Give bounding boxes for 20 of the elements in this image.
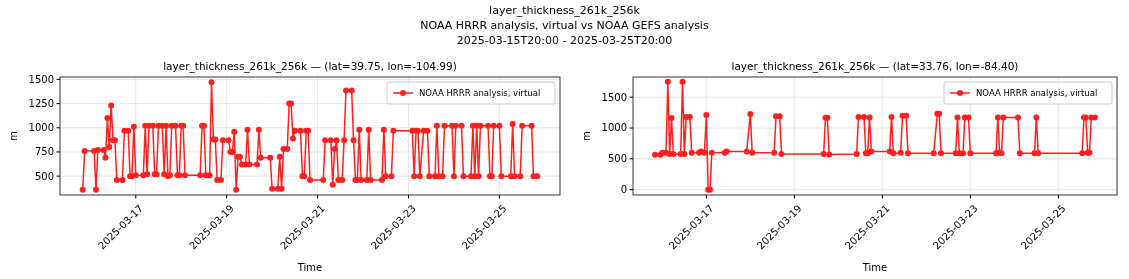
y-tick-label: 1500 bbox=[28, 73, 54, 85]
y-tick-label: 1000 bbox=[28, 122, 54, 134]
x-axis-title: Time bbox=[296, 262, 323, 273]
y-tick-label: 0 bbox=[620, 184, 627, 196]
text: NOAA HRRR analysis, virtual vs NOAA GEFS analysis bbox=[420, 19, 709, 32]
y-tick-label: 500 bbox=[34, 170, 54, 182]
y-tick-label: 1000 bbox=[601, 122, 627, 134]
x-axis-title: Time bbox=[861, 262, 888, 273]
legend-label: NOAA HRRR analysis, virtual bbox=[419, 87, 541, 98]
y-axis-title: m bbox=[581, 131, 592, 141]
chart-title: layer_thickness_261k_256k — (lat=39.75, lon=-104.99) bbox=[163, 60, 457, 73]
y-tick-label: 500 bbox=[607, 153, 627, 165]
y-tick-label: 1500 bbox=[601, 91, 627, 103]
legend-label: NOAA HRRR analysis, virtual bbox=[976, 87, 1098, 98]
text: 2025-03-15T20:00 - 2025-03-25T20:00 bbox=[456, 34, 673, 47]
y-tick-label: 750 bbox=[34, 146, 54, 158]
chart-title: layer_thickness_261k_256k — (lat=33.76, lon=-84.40) bbox=[731, 60, 1019, 73]
y-axis-title: m bbox=[8, 131, 19, 141]
y-tick-label: 1250 bbox=[28, 98, 54, 110]
text: layer_thickness_261k_256k bbox=[489, 4, 641, 17]
